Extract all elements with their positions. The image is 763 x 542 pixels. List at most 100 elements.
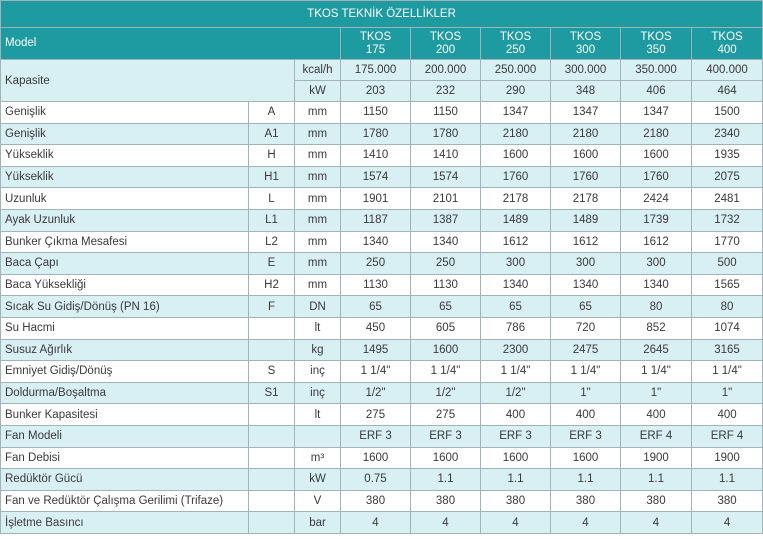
spec-value: 1600: [620, 144, 692, 167]
spec-value: 65: [480, 295, 551, 318]
spec-value: 1340: [410, 230, 481, 254]
spec-unit: lt: [294, 316, 341, 340]
spec-value: 1187: [340, 208, 411, 232]
spec-name: İşletme Basıncı: [0, 511, 249, 534]
spec-name: Emniyet Gidiş/Dönüş: [0, 360, 249, 383]
spec-value: 380: [340, 489, 411, 513]
spec-value: 1347: [620, 101, 692, 124]
capacity-unit-kw: kW: [294, 80, 341, 102]
spec-unit: mm: [294, 208, 341, 232]
model-series: TKOS: [711, 30, 743, 43]
spec-symbol: A: [248, 101, 295, 124]
spec-value: 1612: [550, 230, 621, 254]
spec-value: 1340: [340, 230, 411, 254]
spec-name: Genişlik: [0, 101, 249, 124]
spec-value: 4: [480, 511, 551, 534]
spec-value: 4: [410, 511, 481, 534]
spec-value: 65: [340, 295, 411, 318]
spec-value: 1": [690, 381, 763, 405]
spec-name: Yükseklik: [0, 165, 249, 189]
spec-value: 1 1/4": [410, 360, 481, 383]
spec-value: 1901: [340, 187, 411, 210]
spec-value: 400: [690, 403, 763, 426]
spec-value: 1600: [410, 338, 481, 362]
spec-value: 1 1/4": [480, 360, 551, 383]
table-title: TKOS TEKNİK ÖZELLİKLER: [0, 0, 763, 28]
model-header-0: TKOS 175: [340, 27, 411, 60]
spec-value: 1780: [340, 122, 411, 146]
spec-value: 1565: [690, 273, 763, 297]
spec-value: 2300: [480, 338, 551, 362]
spec-value: 1410: [410, 144, 481, 167]
model-header-4: TKOS 350: [620, 27, 692, 60]
spec-row: Yükseklik H1 mm 1574 1574 1760 1760 1760 2075: [0, 165, 763, 189]
spec-value: 380: [410, 489, 481, 513]
spec-unit: lt: [294, 403, 341, 426]
spec-value: 65: [410, 295, 481, 318]
spec-symbol: E: [248, 252, 295, 275]
model-header-2: TKOS 250: [480, 27, 551, 60]
spec-value: 1.1: [690, 468, 763, 491]
spec-value: 4: [340, 511, 411, 534]
capacity-value: 350.000: [620, 59, 692, 81]
spec-value: 4: [550, 511, 621, 534]
spec-value: 2180: [620, 122, 692, 146]
spec-value: 2424: [620, 187, 692, 210]
spec-value: 300: [480, 252, 551, 275]
spec-value: ERF 3: [340, 424, 411, 448]
spec-unit: kW: [294, 468, 341, 491]
spec-value: 1.1: [620, 468, 692, 491]
model-series: TKOS: [359, 30, 392, 43]
spec-value: 1347: [550, 101, 621, 124]
capacity-value: 250.000: [480, 59, 551, 81]
spec-value: 1.1: [550, 468, 621, 491]
spec-value: 3165: [690, 338, 763, 362]
spec-value: 2340: [690, 122, 763, 146]
capacity-value: 406: [620, 80, 692, 102]
spec-value: 1/2": [340, 381, 411, 405]
model-header-3: TKOS 300: [550, 27, 621, 60]
model-header-1: TKOS 200: [410, 27, 481, 60]
spec-value: 1347: [480, 101, 551, 124]
spec-value: 1600: [340, 446, 411, 470]
spec-value: 1760: [620, 165, 692, 189]
spec-value: 1150: [340, 101, 411, 124]
spec-value: 250: [340, 252, 411, 275]
spec-value: ERF 3: [550, 424, 621, 448]
spec-value: 1 1/4": [550, 360, 621, 383]
spec-value: 500: [690, 252, 763, 275]
spec-name: Fan Debisi: [0, 446, 249, 470]
spec-row: Redüktör Gücü kW 0.75 1.1 1.1 1.1 1.1 1.1: [0, 468, 763, 491]
spec-name: Redüktör Gücü: [0, 468, 249, 491]
spec-value: 1600: [550, 446, 621, 470]
spec-row: Sıcak Su Gidiş/Dönüş (PN 16) F DN 65 65 65 65 8…: [0, 295, 763, 318]
model-number: 175: [365, 43, 386, 56]
spec-value: ERF 4: [620, 424, 692, 448]
spec-value: 2180: [480, 122, 551, 146]
spec-value: 1150: [410, 101, 481, 124]
spec-symbol: H: [248, 144, 295, 167]
spec-unit: inç: [294, 381, 341, 405]
model-number: 200: [435, 43, 456, 56]
spec-value: 300: [620, 252, 692, 275]
spec-value: 1.1: [410, 468, 481, 491]
spec-value: 1574: [340, 165, 411, 189]
spec-value: 1732: [690, 208, 763, 232]
spec-symbol: S: [248, 360, 295, 383]
spec-symbol: [248, 511, 295, 534]
spec-symbol: [248, 338, 295, 362]
spec-value: 1760: [550, 165, 621, 189]
spec-unit: [294, 424, 341, 448]
spec-value: 1": [620, 381, 692, 405]
spec-value: 2180: [550, 122, 621, 146]
spec-value: 450: [340, 316, 411, 340]
spec-symbol: [248, 316, 295, 340]
spec-row: İşletme Basıncı bar 4 4 4 4 4 4: [0, 511, 763, 534]
spec-unit: mm: [294, 122, 341, 146]
spec-row: Fan Debisi m³ 1600 1600 1600 1600 1900 1900: [0, 446, 763, 470]
spec-value: 2481: [690, 187, 763, 210]
spec-name: Sıcak Su Gidiş/Dönüş (PN 16): [0, 295, 249, 318]
